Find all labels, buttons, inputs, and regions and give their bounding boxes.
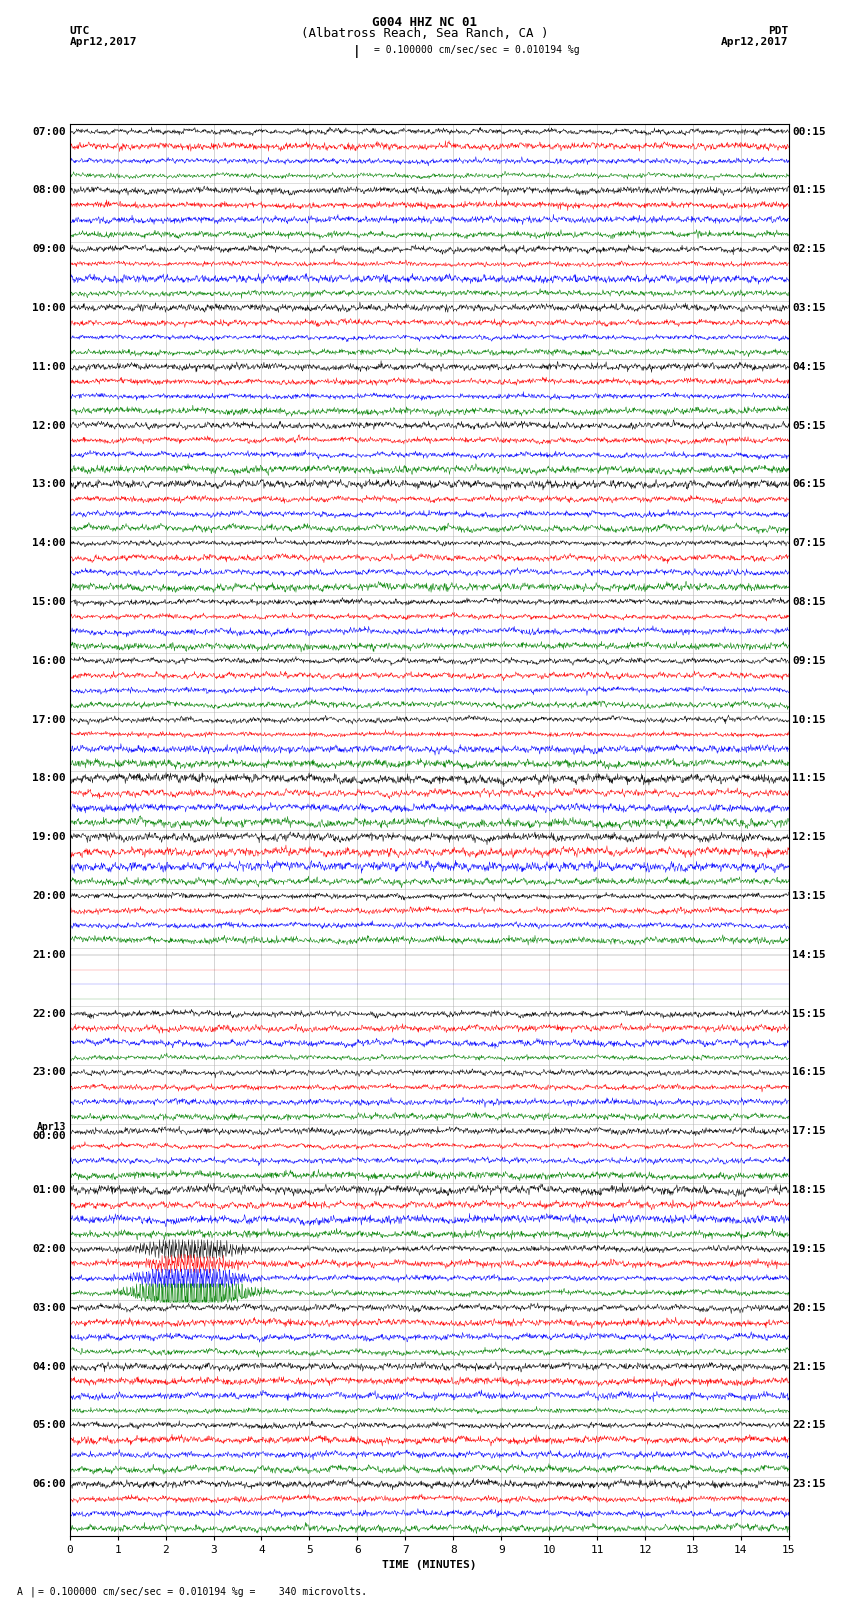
Text: Apr12,2017: Apr12,2017 [722, 37, 789, 47]
Text: 09:15: 09:15 [792, 656, 826, 666]
Text: 22:15: 22:15 [792, 1421, 826, 1431]
Text: 07:15: 07:15 [792, 539, 826, 548]
Text: 07:00: 07:00 [32, 126, 66, 137]
Text: 23:00: 23:00 [32, 1068, 66, 1077]
Text: G004 HHZ NC 01: G004 HHZ NC 01 [372, 16, 478, 29]
Text: 08:15: 08:15 [792, 597, 826, 606]
Text: 11:15: 11:15 [792, 773, 826, 784]
Text: 01:15: 01:15 [792, 185, 826, 195]
Text: 17:15: 17:15 [792, 1126, 826, 1136]
Text: 00:15: 00:15 [792, 126, 826, 137]
Text: 19:00: 19:00 [32, 832, 66, 842]
Text: 06:15: 06:15 [792, 479, 826, 489]
Text: 05:15: 05:15 [792, 421, 826, 431]
Text: = 0.100000 cm/sec/sec = 0.010194 %g: = 0.100000 cm/sec/sec = 0.010194 %g [374, 45, 580, 55]
Text: 08:00: 08:00 [32, 185, 66, 195]
Text: A: A [17, 1587, 23, 1597]
Text: 18:15: 18:15 [792, 1186, 826, 1195]
Text: 17:00: 17:00 [32, 715, 66, 724]
Text: 22:00: 22:00 [32, 1008, 66, 1019]
Text: 11:00: 11:00 [32, 361, 66, 371]
Text: 10:15: 10:15 [792, 715, 826, 724]
Text: 13:15: 13:15 [792, 890, 826, 902]
Text: 20:00: 20:00 [32, 890, 66, 902]
Text: |: | [354, 45, 360, 58]
Text: 18:00: 18:00 [32, 773, 66, 784]
Text: 12:00: 12:00 [32, 421, 66, 431]
Text: 15:00: 15:00 [32, 597, 66, 606]
Text: 00:00: 00:00 [32, 1131, 66, 1140]
Text: 21:15: 21:15 [792, 1361, 826, 1371]
Text: 02:15: 02:15 [792, 244, 826, 255]
Text: 06:00: 06:00 [32, 1479, 66, 1489]
Text: |: | [30, 1586, 36, 1597]
Text: UTC: UTC [70, 26, 90, 35]
Text: Apr12,2017: Apr12,2017 [70, 37, 137, 47]
Text: (Albatross Reach, Sea Ranch, CA ): (Albatross Reach, Sea Ranch, CA ) [301, 27, 549, 40]
Text: 16:15: 16:15 [792, 1068, 826, 1077]
Text: 19:15: 19:15 [792, 1244, 826, 1253]
Text: 16:00: 16:00 [32, 656, 66, 666]
Text: 23:15: 23:15 [792, 1479, 826, 1489]
Text: 03:15: 03:15 [792, 303, 826, 313]
Text: 01:00: 01:00 [32, 1186, 66, 1195]
Text: 13:00: 13:00 [32, 479, 66, 489]
Text: 12:15: 12:15 [792, 832, 826, 842]
Text: 21:00: 21:00 [32, 950, 66, 960]
Text: 09:00: 09:00 [32, 244, 66, 255]
Text: 14:15: 14:15 [792, 950, 826, 960]
Text: PDT: PDT [768, 26, 789, 35]
Text: 10:00: 10:00 [32, 303, 66, 313]
X-axis label: TIME (MINUTES): TIME (MINUTES) [382, 1560, 477, 1569]
Text: 05:00: 05:00 [32, 1421, 66, 1431]
Text: 04:15: 04:15 [792, 361, 826, 371]
Text: 02:00: 02:00 [32, 1244, 66, 1253]
Text: = 0.100000 cm/sec/sec = 0.010194 %g =    340 microvolts.: = 0.100000 cm/sec/sec = 0.010194 %g = 34… [38, 1587, 367, 1597]
Text: 15:15: 15:15 [792, 1008, 826, 1019]
Text: 04:00: 04:00 [32, 1361, 66, 1371]
Text: 03:00: 03:00 [32, 1303, 66, 1313]
Text: 20:15: 20:15 [792, 1303, 826, 1313]
Text: Apr13: Apr13 [37, 1123, 66, 1132]
Text: 14:00: 14:00 [32, 539, 66, 548]
